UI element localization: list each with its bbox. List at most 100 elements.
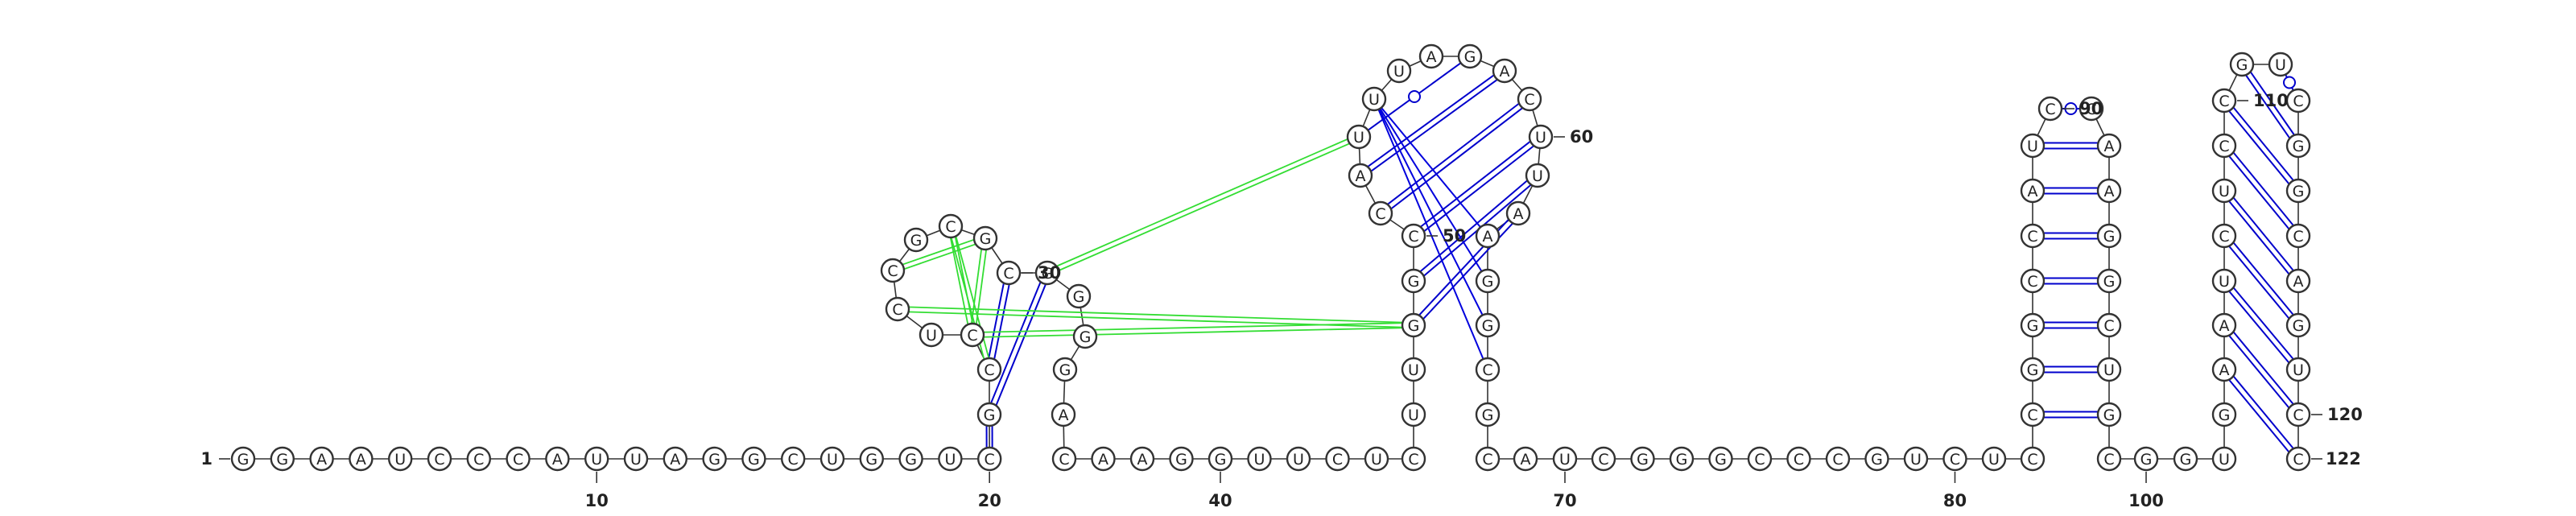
nucleotide-circle [230, 446, 256, 472]
canonical-pair-line [2232, 241, 2294, 316]
nucleotide: A [1513, 446, 1538, 472]
position-number-label: 1 [200, 449, 213, 469]
nucleotide: G [2285, 178, 2311, 204]
nucleotide: C [2020, 223, 2046, 249]
nucleotide: G [1475, 268, 1501, 294]
nucleotide-circle [1942, 446, 1967, 472]
nucleotide-letter: G [865, 451, 877, 469]
nucleotide-letter: C [473, 451, 484, 469]
canonical-pair-line [995, 283, 1046, 406]
nucleotide-letter: A [670, 451, 680, 469]
nucleotide-letter: A [1483, 228, 1493, 246]
nucleotide: C [2285, 402, 2311, 427]
nucleotide-circle [2285, 312, 2311, 338]
nucleotide: G [2020, 357, 2046, 382]
nucleotide-circle [1786, 446, 1811, 472]
nucleotide-circle [584, 446, 609, 472]
canonical-pair-line [2228, 200, 2290, 275]
canonical-pair-line [990, 282, 1042, 404]
nucleotide-letter: G [2140, 451, 2153, 469]
nucleotide: C [1368, 200, 1393, 226]
nucleotide-letter: C [1375, 205, 1385, 223]
nucleotide: C [885, 296, 910, 322]
nucleotide-letter: G [748, 451, 760, 469]
nucleotide: C [880, 258, 906, 283]
nucleotide-circle [1475, 223, 1501, 249]
nucleotide-circle [1051, 402, 1076, 427]
nucleotide-circle [1825, 446, 1851, 472]
nucleotide-circle [1517, 86, 1542, 112]
nucleotide: G [972, 225, 998, 251]
nucleotide-letter: C [513, 451, 523, 469]
nucleotide-letter: U [1293, 451, 1304, 469]
nucleotide-circle [880, 258, 906, 283]
nucleotide-letter: G [1482, 273, 1494, 291]
nucleotide: A [1505, 200, 1531, 226]
nucleotide-letter: U [1535, 129, 1546, 147]
nucleotide-circle [2211, 357, 2237, 382]
noncanonical-pair-line [898, 306, 1414, 324]
nucleotide-letter: A [1500, 63, 1510, 80]
canonical-pair-line [2232, 375, 2294, 449]
nucleotide-letter: C [1950, 451, 1960, 469]
nucleotide-circle [1401, 268, 1426, 294]
nucleotide-circle [960, 322, 985, 348]
nucleotide: U [1346, 124, 1372, 150]
noncanonical-pair-line [947, 226, 971, 336]
canonical-pair-line [1423, 145, 1534, 232]
nucleotide-letter: A [1137, 451, 1148, 469]
nucleotide-letter: G [2293, 183, 2305, 200]
nucleotide-letter: G [1175, 451, 1187, 469]
nucleotide: C [1401, 446, 1426, 472]
nucleotide-letter: C [2103, 451, 2114, 469]
nucleotide: G [976, 402, 1002, 427]
pseudoknot-pair-line [1373, 98, 1488, 326]
nucleotide-circle [466, 446, 491, 472]
nucleotide-circle [2229, 52, 2255, 77]
nucleotide: C [1517, 86, 1542, 112]
nucleotide-circle [545, 446, 570, 472]
nucleotide-letter: U [2219, 451, 2230, 469]
nucleotide: U [584, 446, 609, 472]
nucleotide-circle [1401, 357, 1426, 382]
nucleotide-circle [2020, 133, 2046, 159]
nucleotide: U [2285, 357, 2311, 382]
nucleotide-circle [309, 446, 334, 472]
nucleotide: U [1981, 446, 2007, 472]
nucleotide-letter: U [2219, 183, 2230, 200]
nucleotide: A [2020, 178, 2046, 204]
nucleotide: C [2096, 312, 2122, 338]
nucleotide-circle [1401, 223, 1426, 249]
nucleotide: G [2229, 52, 2255, 77]
nucleotide-letter: G [2027, 361, 2039, 379]
nucleotide-letter: C [2293, 93, 2303, 110]
canonical-pair-line [2228, 291, 2290, 364]
nucleotide: A [1051, 402, 1076, 427]
nucleotide-circle [1401, 446, 1426, 472]
nucleotide: C [466, 446, 491, 472]
nucleotide-letter: G [1676, 451, 1688, 469]
nucleotide: A [309, 446, 334, 472]
nucleotide-circle [2020, 268, 2046, 294]
nucleotide-circle [1169, 446, 1194, 472]
nucleotide-circle [2285, 357, 2311, 382]
nucleotide-circle [2020, 402, 2046, 427]
nucleotide: G [903, 227, 929, 253]
numbering-tick-layer [219, 100, 2322, 483]
nucleotide: G [741, 446, 766, 472]
pseudoknot-pair-line [1373, 98, 1488, 370]
nucleotide-circle [1386, 58, 1412, 84]
nucleotide-letter: A [2293, 273, 2304, 291]
nucleotide: C [2211, 88, 2237, 114]
nucleotide-circle [2285, 133, 2311, 159]
nucleotide: G [1475, 312, 1501, 338]
nucleotide-circle [2037, 96, 2063, 122]
nucleotide-letter: U [1368, 91, 1380, 109]
nucleotide: C [2285, 223, 2311, 249]
noncanonical-pair-line [891, 235, 985, 270]
nucleotide-letter: C [1754, 451, 1765, 469]
nucleotide-letter: G [1080, 328, 1092, 346]
nucleotide-letter: G [1408, 273, 1420, 291]
nucleotide: G [859, 446, 885, 472]
